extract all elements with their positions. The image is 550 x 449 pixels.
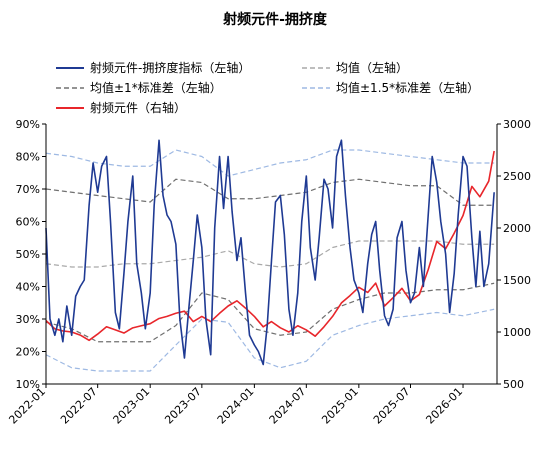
chart-title: 射频元件-拥挤度 [222, 11, 328, 28]
legend-label: 均值±1.5*标准差（左轴） [336, 80, 479, 95]
y-left-tick-label: 30% [16, 313, 40, 326]
series-upper-line-2 [45, 178, 495, 206]
y-left-tick-label: 60% [16, 216, 40, 229]
series-line-0 [45, 139, 495, 366]
series-lower-line-3 [45, 308, 495, 372]
legend: 射频元件-拥挤度指标（左轴） 均值（左轴） 均值±1*标准差（左轴） 均值±1.5*标… [56, 60, 479, 115]
x-tick-label: 2025-01 [319, 385, 361, 427]
y-right-tick-label: 1000 [503, 326, 531, 339]
x-tick-label: 2025-07 [371, 385, 413, 427]
x-tick-label: 2024-07 [267, 385, 309, 427]
y-right-tick-label: 2500 [503, 170, 531, 183]
legend-label: 射频元件（右轴） [90, 100, 186, 115]
legend-label: 均值（左轴） [336, 60, 408, 75]
y-left-tick-label: 70% [16, 183, 40, 196]
y-left-tick-label: 10% [16, 378, 40, 391]
x-tick-label: 2023-07 [162, 385, 204, 427]
x-tick-label: 2026-01 [423, 385, 465, 427]
plot-area [45, 139, 495, 372]
x-tick-label: 2022-07 [58, 385, 100, 427]
x-tick-label: 2022-01 [6, 385, 48, 427]
x-tick-label: 2024-01 [215, 385, 257, 427]
y-right-tick-label: 2000 [503, 222, 531, 235]
x-tick-label: 2023-01 [111, 385, 153, 427]
series-line-4 [45, 150, 495, 342]
y-left-tick-label: 80% [16, 151, 40, 164]
series-upper-line-3 [45, 149, 495, 177]
y-left-tick-label: 20% [16, 346, 40, 359]
y-left-tick-label: 90% [16, 118, 40, 131]
y-right-tick-label: 3000 [503, 118, 531, 131]
legend-label: 射频元件-拥挤度指标（左轴） [90, 60, 250, 75]
y-right-tick-label: 1500 [503, 274, 531, 287]
y-left-tick-label: 40% [16, 281, 40, 294]
y-left-tick-label: 50% [16, 248, 40, 261]
y-right-tick-label: 500 [503, 378, 524, 391]
legend-label: 均值±1*标准差（左轴） [90, 80, 222, 95]
series-line-1 [45, 240, 495, 268]
